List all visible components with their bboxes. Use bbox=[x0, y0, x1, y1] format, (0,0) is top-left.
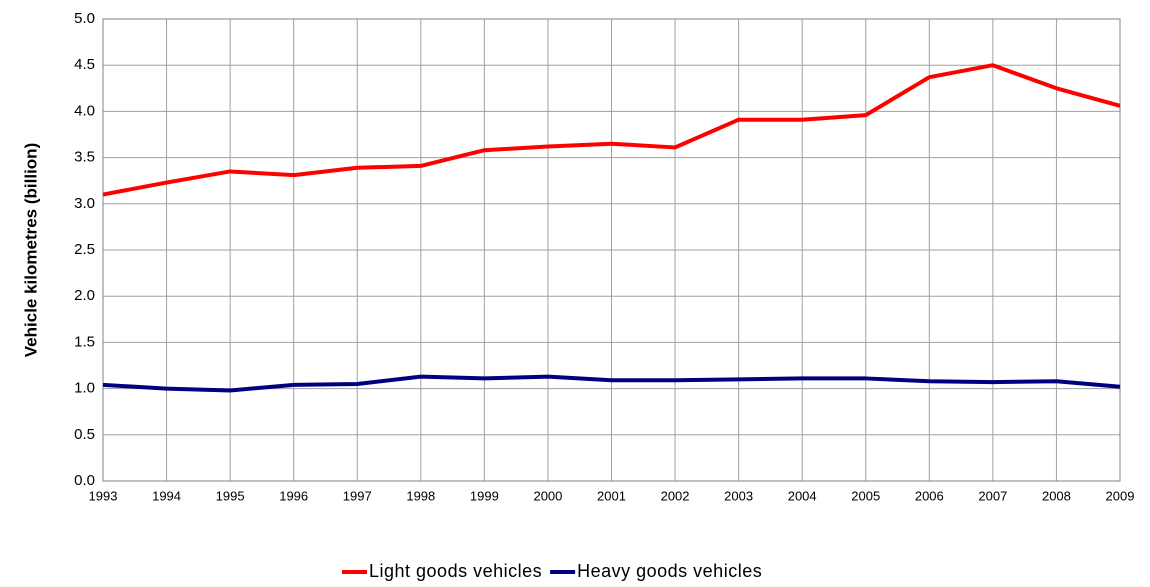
y-tick-label: 2.5 bbox=[74, 241, 95, 258]
x-tick-label: 2003 bbox=[724, 488, 753, 503]
x-tick-label: 2005 bbox=[851, 488, 880, 503]
x-tick-label: 1996 bbox=[279, 488, 308, 503]
x-tick-label: 2007 bbox=[978, 488, 1007, 503]
x-tick-label: 1994 bbox=[152, 488, 181, 503]
x-tick-label: 2008 bbox=[1042, 488, 1071, 503]
x-tick-label: 2006 bbox=[915, 488, 944, 503]
x-tick-label: 1998 bbox=[406, 488, 435, 503]
y-tick-label: 1.0 bbox=[74, 380, 95, 397]
x-tick-label: 1999 bbox=[470, 488, 499, 503]
x-tick-label: 2004 bbox=[788, 488, 817, 503]
x-tick-label: 2002 bbox=[661, 488, 690, 503]
y-tick-label: 5.0 bbox=[74, 10, 95, 27]
y-tick-label: 0.0 bbox=[74, 472, 95, 489]
legend-label: Light goods vehicles bbox=[369, 561, 542, 581]
y-tick-label: 2.0 bbox=[74, 287, 95, 304]
data-line bbox=[102, 63, 1121, 197]
y-tick-label: 3.0 bbox=[74, 195, 95, 212]
x-tick-label: 2001 bbox=[597, 488, 626, 503]
y-tick-label: 0.5 bbox=[74, 426, 95, 443]
legend-label: Heavy goods vehicles bbox=[577, 561, 762, 581]
y-tick-label: 4.0 bbox=[74, 102, 95, 119]
x-tick-label: 2009 bbox=[1106, 488, 1135, 503]
plot-border bbox=[102, 18, 1121, 482]
x-tick-label: 2000 bbox=[533, 488, 562, 503]
x-tick-label: 1997 bbox=[343, 488, 372, 503]
data-line bbox=[102, 374, 1121, 393]
y-tick-label: 1.5 bbox=[74, 333, 95, 350]
x-tick-label: 1993 bbox=[89, 488, 118, 503]
y-tick-label: 3.5 bbox=[74, 149, 95, 166]
y-axis-label: Vehicle kilometres (billion) bbox=[21, 143, 40, 357]
y-tick-label: 4.5 bbox=[74, 56, 95, 73]
x-tick-label: 1995 bbox=[216, 488, 245, 503]
